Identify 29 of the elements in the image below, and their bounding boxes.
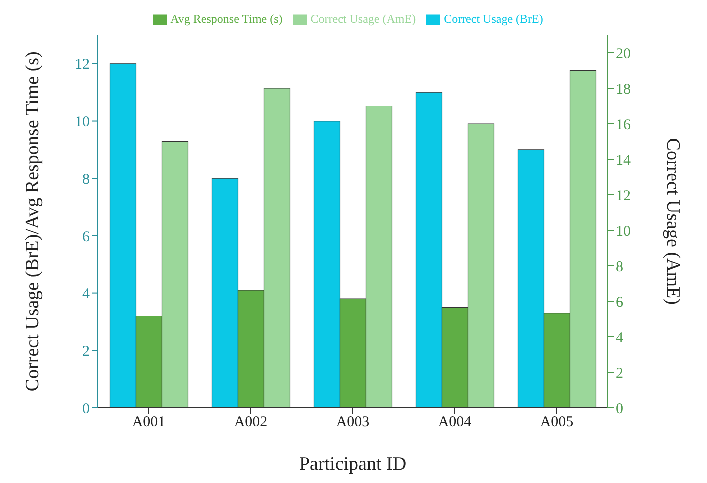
y-tick-label: 4	[82, 286, 90, 303]
y-tick-label: 2	[82, 344, 90, 360]
x-tick-label: A004	[438, 414, 472, 431]
x-tick-label: A005	[540, 414, 574, 431]
y-tick-label: 6	[82, 229, 90, 246]
y-axis-title: Correct Usage (BrE)/Avg Response Time (s)	[22, 52, 44, 392]
y-tick-label: 0	[82, 401, 90, 418]
y2-tick-label: 14	[616, 152, 632, 169]
y2-tick-label: 18	[616, 82, 631, 98]
y2-tick-label: 12	[616, 188, 631, 204]
y2-tick-label: 20	[616, 46, 631, 62]
y2-tick-label: 10	[616, 224, 631, 240]
y2-tick-label: 8	[616, 259, 624, 276]
legend-label: Correct Usage (BrE)	[444, 12, 544, 26]
legend-label: Avg Response Time (s)	[170, 12, 283, 26]
x-axis-title: Participant ID	[299, 454, 407, 475]
x-tick-label: A003	[336, 414, 370, 431]
y2-axis-title: Correct Usage (AmE)	[662, 138, 684, 305]
y2-tick-label: 0	[616, 401, 624, 418]
y-tick-label: 10	[75, 114, 90, 131]
y-tick-label: 8	[82, 172, 90, 188]
legend-label: Correct Usage (AmE)	[310, 12, 416, 26]
x-tick-label: A001	[132, 414, 166, 431]
y2-tick-label: 16	[616, 117, 632, 134]
y-tick-label: 12	[75, 57, 90, 74]
x-tick-label: A002	[234, 414, 268, 431]
y2-tick-label: 2	[616, 366, 624, 382]
y2-tick-label: 4	[616, 330, 624, 346]
y2-tick-label: 6	[616, 294, 624, 311]
